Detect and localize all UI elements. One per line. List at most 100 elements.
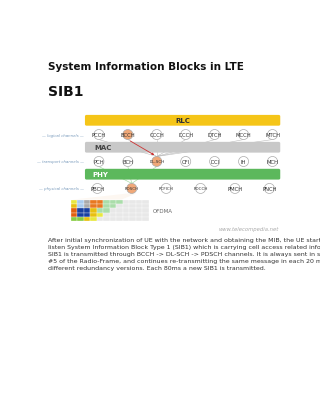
Bar: [77, 200, 84, 204]
FancyBboxPatch shape: [85, 142, 280, 153]
Bar: [129, 204, 136, 209]
Circle shape: [210, 130, 220, 140]
Bar: [71, 217, 77, 222]
Circle shape: [152, 157, 162, 167]
Text: PCFICH: PCFICH: [159, 187, 173, 191]
Bar: [97, 200, 103, 204]
Bar: [77, 204, 84, 209]
Circle shape: [238, 157, 249, 167]
Bar: [84, 213, 90, 217]
Text: MCH: MCH: [267, 159, 278, 165]
Circle shape: [268, 157, 277, 167]
Circle shape: [94, 130, 104, 140]
Bar: [123, 200, 129, 204]
Bar: [142, 200, 148, 204]
Circle shape: [181, 157, 191, 167]
Bar: [90, 209, 97, 213]
Text: System Information Blocks in LTE: System Information Blocks in LTE: [48, 62, 244, 72]
Circle shape: [92, 184, 102, 194]
Bar: [103, 200, 110, 204]
Bar: [97, 213, 103, 217]
Bar: [90, 204, 97, 209]
Bar: [116, 217, 123, 222]
Bar: [97, 204, 103, 209]
Bar: [103, 217, 110, 222]
Bar: [129, 217, 136, 222]
Bar: [84, 204, 90, 209]
Text: DCI: DCI: [210, 159, 219, 165]
Bar: [136, 209, 142, 213]
Bar: [142, 213, 148, 217]
Bar: [129, 213, 136, 217]
Circle shape: [127, 184, 137, 194]
Bar: [84, 200, 90, 204]
Bar: [90, 217, 97, 222]
Bar: [136, 204, 142, 209]
Text: RLC: RLC: [175, 118, 190, 124]
Circle shape: [181, 130, 191, 140]
Text: SIB1: SIB1: [48, 85, 83, 99]
Bar: [71, 209, 77, 213]
Bar: [116, 209, 123, 213]
Bar: [103, 209, 110, 213]
Text: — transport channels —: — transport channels —: [37, 160, 84, 164]
FancyBboxPatch shape: [85, 116, 280, 126]
Bar: [110, 217, 116, 222]
Circle shape: [161, 184, 171, 194]
Bar: [123, 217, 129, 222]
Bar: [97, 209, 103, 213]
Text: BCH: BCH: [122, 159, 133, 165]
Text: DTCH: DTCH: [207, 133, 222, 138]
Text: DL-SCH: DL-SCH: [149, 160, 164, 164]
Text: PDSCH: PDSCH: [125, 187, 139, 191]
Bar: [110, 204, 116, 209]
Text: PHY: PHY: [92, 172, 108, 178]
FancyBboxPatch shape: [85, 169, 280, 180]
Bar: [77, 213, 84, 217]
Text: PMCH: PMCH: [228, 187, 243, 192]
Bar: [71, 213, 77, 217]
Text: MTCH: MTCH: [265, 133, 280, 138]
Bar: [129, 209, 136, 213]
Text: MAC: MAC: [95, 145, 112, 151]
Text: PDCCH: PDCCH: [193, 187, 208, 191]
Circle shape: [268, 130, 277, 140]
Circle shape: [123, 157, 133, 167]
Bar: [110, 209, 116, 213]
Bar: [77, 209, 84, 213]
Circle shape: [123, 130, 133, 140]
Polygon shape: [73, 194, 136, 200]
Text: IH: IH: [241, 159, 246, 165]
Bar: [77, 217, 84, 222]
Bar: [84, 209, 90, 213]
Bar: [103, 204, 110, 209]
Text: PNCH: PNCH: [262, 187, 277, 192]
Bar: [142, 204, 148, 209]
Circle shape: [152, 130, 162, 140]
Bar: [116, 204, 123, 209]
Bar: [123, 209, 129, 213]
Bar: [103, 213, 110, 217]
Bar: [97, 217, 103, 222]
Circle shape: [210, 157, 220, 167]
Text: PBCH: PBCH: [90, 187, 104, 192]
Text: PCH: PCH: [93, 159, 104, 165]
Text: DCCH: DCCH: [178, 133, 193, 138]
Text: MCCH: MCCH: [236, 133, 252, 138]
Bar: [123, 213, 129, 217]
Bar: [71, 204, 77, 209]
Bar: [142, 209, 148, 213]
Text: CCCH: CCCH: [149, 133, 164, 138]
Bar: [90, 200, 97, 204]
Bar: [84, 217, 90, 222]
Bar: [116, 213, 123, 217]
Bar: [90, 213, 97, 217]
Text: After initial synchronization of UE with the network and obtaining the MIB, the : After initial synchronization of UE with…: [48, 237, 320, 270]
Text: www.telecompedia.net: www.telecompedia.net: [219, 226, 279, 231]
Bar: [123, 204, 129, 209]
Bar: [129, 200, 136, 204]
Bar: [136, 200, 142, 204]
Bar: [110, 213, 116, 217]
Circle shape: [230, 184, 240, 194]
Bar: [142, 217, 148, 222]
